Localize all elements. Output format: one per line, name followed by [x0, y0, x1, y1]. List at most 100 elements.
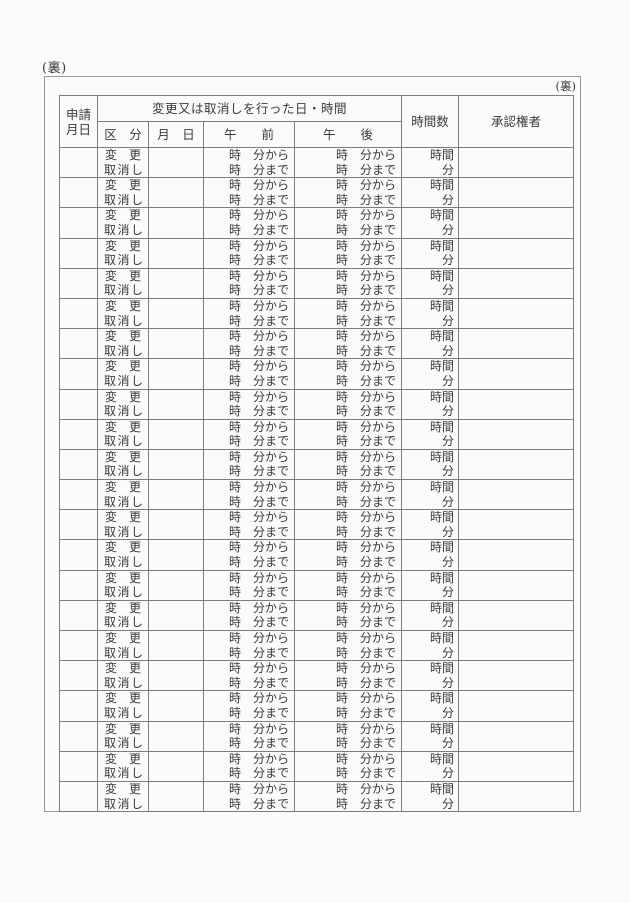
table-row: 変 更 取消し 時 分から 時 分まで 時 分から 時 分まで 時間 分	[59, 418, 575, 450]
hours-unit-label: 時間	[430, 298, 455, 313]
cell-application-date-blank	[59, 660, 98, 692]
minutes-unit-label: 分	[442, 494, 455, 509]
cell-application-date-blank	[59, 388, 98, 420]
cell-morning: 時 分から 時 分まで	[203, 720, 295, 752]
cell-month-day-blank	[148, 720, 204, 752]
cell-approver-blank	[458, 297, 575, 330]
afternoon-from-label: 時 分から	[336, 268, 397, 283]
cell-category: 変 更 取消し	[97, 479, 149, 511]
cell-approver-blank	[458, 629, 575, 662]
cell-hours-total: 時間 分	[401, 177, 460, 209]
cell-application-date-blank	[59, 207, 98, 239]
afternoon-from-label: 時 分から	[336, 148, 397, 162]
afternoon-to-label: 時 分まで	[336, 796, 397, 811]
cell-hours-total: 時間 分	[401, 237, 460, 269]
afternoon-to-label: 時 分まで	[336, 162, 397, 177]
hours-unit-label: 時間	[430, 419, 455, 434]
cell-hours-total: 時間 分	[401, 690, 460, 722]
category-change-label: 変 更	[105, 540, 142, 555]
morning-to-label: 時 分まで	[228, 343, 289, 358]
cell-morning: 時 分から 時 分まで	[203, 328, 295, 360]
back-side-label-left: (裏)	[42, 61, 67, 76]
cell-hours-total: 時間 分	[401, 599, 460, 632]
category-cancel-label: 取消し	[104, 283, 145, 298]
cell-hours-total: 時間 分	[401, 569, 460, 601]
afternoon-from-label: 時 分から	[336, 298, 397, 313]
cell-afternoon: 時 分から 時 分まで	[293, 328, 403, 360]
cell-category: 変 更 取消し	[97, 388, 149, 420]
approver-header: 承認権者	[458, 95, 575, 148]
cell-category: 変 更 取消し	[97, 690, 149, 722]
table-row: 変 更 取消し 時 分から 時 分まで 時 分から 時 分まで 時間 分	[59, 780, 575, 813]
cell-hours-total: 時間 分	[401, 780, 460, 813]
cell-morning: 時 分から 時 分まで	[203, 479, 295, 511]
morning-to-label: 時 分まで	[228, 796, 289, 811]
cell-approver-blank	[458, 690, 575, 722]
minutes-unit-label: 分	[442, 585, 455, 600]
morning-from-label: 時 分から	[228, 238, 289, 253]
cell-month-day-blank	[148, 629, 204, 662]
cell-afternoon: 時 分から 時 分まで	[293, 297, 403, 330]
minutes-unit-label: 分	[442, 645, 455, 660]
category-change-label: 変 更	[105, 238, 142, 253]
morning-from-label: 時 分から	[228, 600, 289, 615]
afternoon-to-label: 時 分まで	[336, 766, 397, 781]
afternoon-from-label: 時 分から	[336, 419, 397, 434]
cell-morning: 時 分から 時 分まで	[203, 539, 295, 571]
cell-month-day-blank	[148, 539, 204, 571]
minutes-unit-label: 分	[442, 524, 455, 539]
morning-from-label: 時 分から	[228, 178, 289, 193]
morning-from-label: 時 分から	[228, 751, 289, 766]
cell-afternoon: 時 分から 時 分まで	[293, 358, 403, 390]
category-header: 区 分	[97, 121, 149, 148]
minutes-unit-label: 分	[442, 434, 455, 449]
cell-application-date-blank	[59, 780, 98, 813]
application-date-header: 申請 月日	[59, 95, 98, 148]
cell-afternoon: 時 分から 時 分まで	[293, 237, 403, 269]
category-change-label: 変 更	[105, 449, 142, 464]
afternoon-to-label: 時 分まで	[336, 675, 397, 690]
hours-unit-label: 時間	[430, 751, 455, 766]
cell-approver-blank	[458, 237, 575, 269]
cell-application-date-blank	[59, 599, 98, 632]
afternoon-from-label: 時 分から	[336, 178, 397, 193]
cell-approver-blank	[458, 418, 575, 450]
hours-unit-label: 時間	[430, 781, 455, 796]
afternoon-from-label: 時 分から	[336, 449, 397, 464]
table-row: 変 更 取消し 時 分から 時 分まで 時 分から 時 分まで 時間 分	[59, 569, 575, 601]
cell-hours-total: 時間 分	[401, 388, 460, 420]
cell-approver-blank	[458, 539, 575, 571]
category-cancel-label: 取消し	[104, 464, 145, 479]
morning-to-label: 時 分まで	[228, 524, 289, 539]
cell-month-day-blank	[148, 599, 204, 632]
table-row: 変 更 取消し 時 分から 時 分まで 時 分から 時 分まで 時間 分	[59, 720, 575, 752]
cell-afternoon: 時 分から 時 分まで	[293, 177, 403, 209]
morning-from-label: 時 分から	[228, 661, 289, 676]
morning-to-label: 時 分まで	[228, 555, 289, 570]
cell-category: 変 更 取消し	[97, 629, 149, 662]
cell-month-day-blank	[148, 660, 204, 692]
cell-category: 変 更 取消し	[97, 146, 149, 179]
table-row: 変 更 取消し 時 分から 時 分まで 時 分から 時 分まで 時間 分	[59, 750, 575, 782]
morning-from-label: 時 分から	[228, 540, 289, 555]
hours-unit-label: 時間	[430, 148, 455, 162]
cell-morning: 時 分から 時 分まで	[203, 388, 295, 420]
category-change-label: 変 更	[105, 721, 142, 736]
morning-from-label: 時 分から	[228, 329, 289, 344]
table-row: 変 更 取消し 時 分から 時 分まで 時 分から 時 分まで 時間 分	[59, 660, 575, 692]
cell-approver-blank	[458, 599, 575, 632]
cell-hours-total: 時間 分	[401, 207, 460, 239]
afternoon-from-label: 時 分から	[336, 600, 397, 615]
afternoon-header: 午 後	[293, 121, 403, 148]
cell-morning: 時 分から 時 分まで	[203, 297, 295, 330]
cell-hours-total: 時間 分	[401, 629, 460, 662]
afternoon-from-label: 時 分から	[336, 480, 397, 495]
cell-month-day-blank	[148, 448, 204, 481]
category-cancel-label: 取消し	[104, 313, 145, 328]
cell-application-date-blank	[59, 479, 98, 511]
cell-approver-blank	[458, 660, 575, 692]
cell-approver-blank	[458, 448, 575, 481]
category-cancel-label: 取消し	[104, 253, 145, 268]
cell-morning: 時 分から 時 分まで	[203, 237, 295, 269]
cell-application-date-blank	[59, 237, 98, 269]
